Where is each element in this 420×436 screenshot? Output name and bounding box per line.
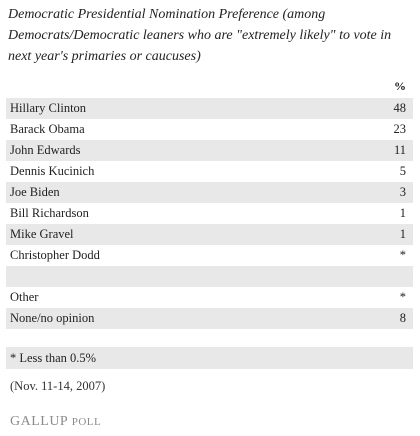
row-value: 8	[399, 311, 406, 325]
row-value: 1	[399, 227, 406, 241]
table-row: John Edwards 11	[6, 140, 413, 161]
table-row: Barack Obama 23	[6, 119, 413, 140]
table: Hillary Clinton 48 Barack Obama 23 John Edwa…	[6, 98, 413, 329]
column-header: %	[394, 79, 406, 93]
row-label: John Edwards	[10, 143, 81, 157]
row-label: None/no opinion	[10, 311, 95, 325]
table-row: Mike Gravel 1	[6, 224, 413, 245]
row-label: Barack Obama	[10, 122, 85, 136]
footnote-row: * Less than 0.5%	[6, 347, 413, 369]
row-label: Bill Richardson	[10, 206, 89, 220]
logo: GALLUP POLL	[10, 414, 101, 430]
row-label: Mike Gravel	[10, 227, 74, 241]
row-label: Dennis Kucinich	[10, 164, 95, 178]
table-row: Other *	[6, 287, 413, 308]
row-value: 23	[393, 122, 407, 136]
row-value: *	[399, 248, 406, 262]
table-row: Bill Richardson 1	[6, 203, 413, 224]
table-row: Hillary Clinton 48	[6, 98, 413, 119]
table-row	[6, 266, 413, 287]
table-row: Dennis Kucinich 5	[6, 161, 413, 182]
row-label: Other	[10, 290, 39, 304]
row-value: *	[399, 290, 406, 304]
source: (Nov. 11-14, 2007)	[10, 379, 106, 393]
row-value: 5	[399, 164, 406, 178]
row-value: 48	[393, 101, 407, 115]
row-label: Hillary Clinton	[10, 101, 87, 115]
footnote: * Less than 0.5%	[10, 351, 97, 365]
table-row: None/no opinion 8	[6, 308, 413, 329]
row-value: 3	[399, 185, 406, 199]
row-value: 11	[393, 143, 406, 157]
row-value: 1	[399, 206, 406, 220]
row-label: Joe Biden	[10, 185, 60, 199]
logo-suffix: POLL	[71, 416, 102, 428]
row-label: Christopher Dodd	[10, 248, 100, 262]
table-row: Joe Biden 3	[6, 182, 413, 203]
table-row: Christopher Dodd *	[6, 245, 413, 266]
table-title: Democratic Presidential Nomination Prefe…	[8, 7, 392, 64]
logo-brand: GALLUP	[10, 414, 68, 429]
